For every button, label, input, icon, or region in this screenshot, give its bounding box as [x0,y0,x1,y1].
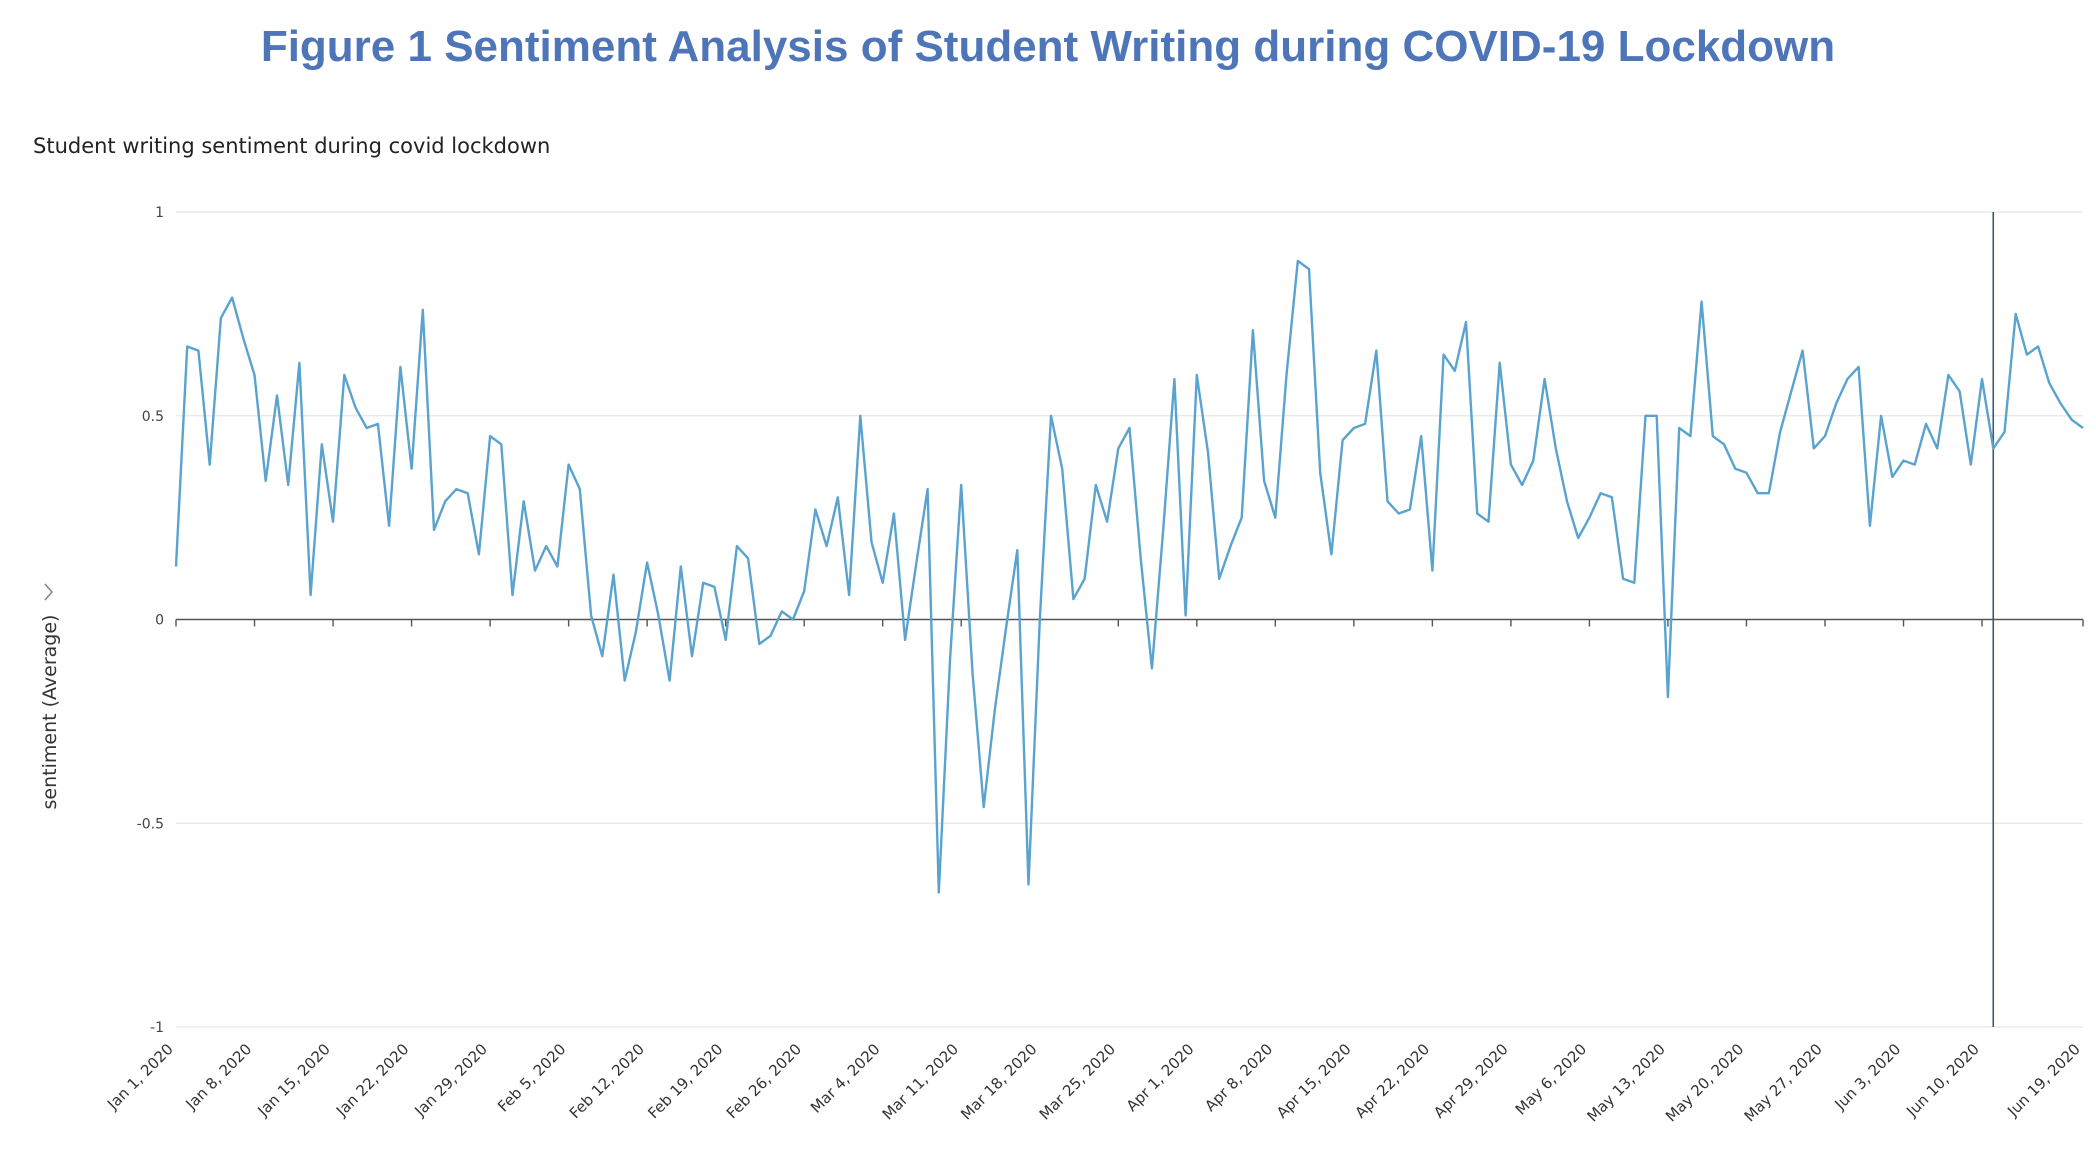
gridlines [176,211,2083,1028]
x-tick-label: Feb 26, 2020 [723,1040,805,1122]
x-tick-label: Mar 4, 2020 [807,1040,884,1117]
y-tick-label: 1 [155,205,164,221]
x-tick-label: May 13, 2020 [1584,1040,1669,1125]
x-tick-label: Mar 25, 2020 [1036,1040,1119,1123]
x-tick-label: Apr 22, 2020 [1352,1040,1434,1122]
x-tick-label: Feb 12, 2020 [566,1040,648,1122]
x-tick-label: Jan 1, 2020 [103,1040,177,1114]
x-tick-label: Jan 29, 2020 [411,1040,491,1120]
x-tick-label: Feb 5, 2020 [494,1040,569,1115]
chevron-right-icon [44,583,54,601]
x-tick-label: Apr 8, 2020 [1201,1040,1276,1115]
x-tick-label: Jun 3, 2020 [1830,1040,1904,1114]
x-tick-label: May 6, 2020 [1512,1040,1591,1119]
x-tick-label: Feb 19, 2020 [644,1040,726,1122]
x-tick-label: Jan 22, 2020 [332,1040,412,1120]
y-tick-label: 0.5 [142,409,164,425]
y-axis-ticks: 1 0.5 0 -0.5 -1 [137,205,164,1036]
x-tick-label: Jan 15, 2020 [253,1040,333,1120]
x-tick-label: Jun 19, 2020 [2003,1040,2084,1121]
x-tick-label: Jun 10, 2020 [1902,1040,1983,1121]
x-tick-label: Apr 1, 2020 [1123,1040,1198,1115]
series-group [174,259,2084,894]
x-tick-label: Apr 29, 2020 [1430,1040,1512,1122]
x-tick-label: Mar 11, 2020 [879,1040,962,1123]
x-tick-label: Mar 18, 2020 [957,1040,1040,1123]
figure-title: Figure 1 Sentiment Analysis of Student W… [260,22,1836,71]
series-line [174,259,2084,894]
y-tick-label: -0.5 [137,816,164,832]
y-axis-label-group: sentiment (Average) [39,583,61,810]
y-tick-label: -1 [150,1020,164,1036]
chart-title: Student writing sentiment during covid l… [33,134,551,158]
x-tick-label: May 27, 2020 [1741,1040,1826,1125]
x-tick-label: Apr 15, 2020 [1273,1040,1355,1122]
y-tick-label: 0 [155,613,164,629]
x-tick-label: May 20, 2020 [1662,1040,1747,1125]
x-tick-label: Jan 8, 2020 [182,1040,256,1114]
y-axis-label: sentiment (Average) [39,615,61,810]
